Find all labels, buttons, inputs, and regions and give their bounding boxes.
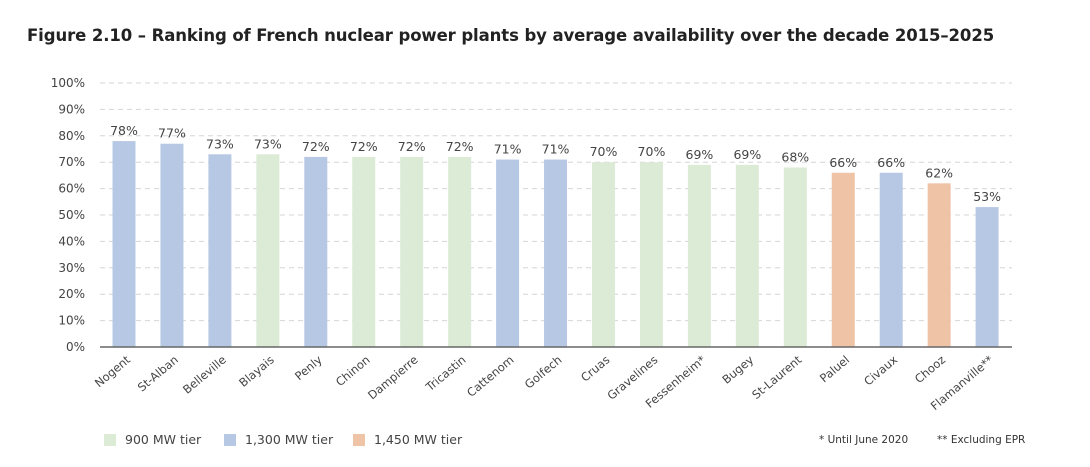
category-label: Chinon <box>333 353 373 390</box>
y-tick-label: 10% <box>58 314 85 328</box>
category-label: Paluel <box>817 353 852 386</box>
data-label: 69% <box>686 147 714 162</box>
bar-fessenheim <box>687 164 711 347</box>
data-label: 69% <box>733 147 761 162</box>
legend-label: 900 MW tier <box>125 432 202 447</box>
category-label: Belleville <box>180 353 229 397</box>
y-tick-label: 0% <box>66 340 85 354</box>
data-label: 72% <box>302 139 330 154</box>
bar-cattenom <box>496 159 520 347</box>
footnote-flamanville: ** Excluding EPR <box>937 434 1026 446</box>
data-label: 68% <box>781 149 809 164</box>
bar-flamanville <box>975 207 999 347</box>
bar-bugey <box>735 164 759 347</box>
bar-penly <box>304 156 328 347</box>
legend-label: 1,300 MW tier <box>245 432 334 447</box>
category-label: St-Laurent <box>749 352 804 402</box>
bar-chooz <box>927 183 951 347</box>
data-label: 66% <box>829 155 857 170</box>
category-label: Tricastin <box>422 353 468 395</box>
bar-cruas <box>592 162 615 347</box>
category-label: Penly <box>292 352 325 383</box>
data-label: 62% <box>925 165 953 180</box>
bar-chinon <box>352 156 376 347</box>
category-label: Bugey <box>719 352 756 386</box>
category-label: Dampierre <box>365 353 421 403</box>
data-label: 72% <box>398 139 426 154</box>
data-label: 73% <box>206 136 234 151</box>
bar-nogent <box>112 141 136 347</box>
y-tick-label: 30% <box>58 261 85 275</box>
bar-golfech <box>544 159 568 347</box>
category-label: Civaux <box>861 352 900 388</box>
legend-item-900: 900 MW tier <box>104 432 201 447</box>
category-label: St-Alban <box>135 353 181 395</box>
category-label: Chooz <box>912 353 948 387</box>
data-label: 70% <box>638 144 666 159</box>
data-label: 53% <box>973 189 1001 204</box>
footnote-fessenheim: * Until June 2020 <box>819 434 909 446</box>
data-label: 71% <box>494 142 522 157</box>
bar-blayais <box>256 154 280 347</box>
category-label: Nogent <box>92 352 133 390</box>
legend-swatch-1300 <box>224 433 236 446</box>
legend-swatch-1450 <box>353 433 365 446</box>
y-tick-label: 60% <box>58 182 85 196</box>
data-label: 70% <box>590 144 618 159</box>
category-label: Cattenom <box>464 353 516 400</box>
legend-item-1300: 1,300 MW tier <box>224 432 333 447</box>
data-label: 72% <box>446 139 474 154</box>
category-label: Golfech <box>522 353 565 392</box>
legend-swatch-900 <box>104 433 116 446</box>
bar-paluel <box>831 172 855 347</box>
y-tick-label: 40% <box>58 234 85 248</box>
bar-gravelines <box>639 162 663 347</box>
chart-title: Figure 2.10 – Ranking of French nuclear … <box>27 26 995 45</box>
data-label: 73% <box>254 136 282 151</box>
bar-stalban <box>160 143 184 347</box>
legend-label: 1,450 MW tier <box>374 432 463 447</box>
y-tick-label: 90% <box>58 102 85 116</box>
bar-tricastin <box>448 156 472 347</box>
y-tick-label: 80% <box>58 129 85 143</box>
data-label: 77% <box>158 126 186 141</box>
y-tick-label: 20% <box>58 287 85 301</box>
bar-dampierre <box>400 156 424 347</box>
y-tick-label: 50% <box>58 208 85 222</box>
category-label: Blayais <box>236 353 277 390</box>
category-label: Cruas <box>578 353 612 385</box>
y-tick-label: 70% <box>58 155 85 169</box>
bar-civaux <box>879 172 903 347</box>
data-label: 78% <box>110 123 138 138</box>
data-label: 71% <box>542 142 570 157</box>
data-label: 72% <box>350 139 378 154</box>
bar-stlaurent <box>783 167 807 347</box>
bar-belleville <box>208 154 232 347</box>
y-tick-label: 100% <box>51 76 85 90</box>
legend-item-1450: 1,450 MW tier <box>353 432 462 447</box>
data-label: 66% <box>877 155 905 170</box>
